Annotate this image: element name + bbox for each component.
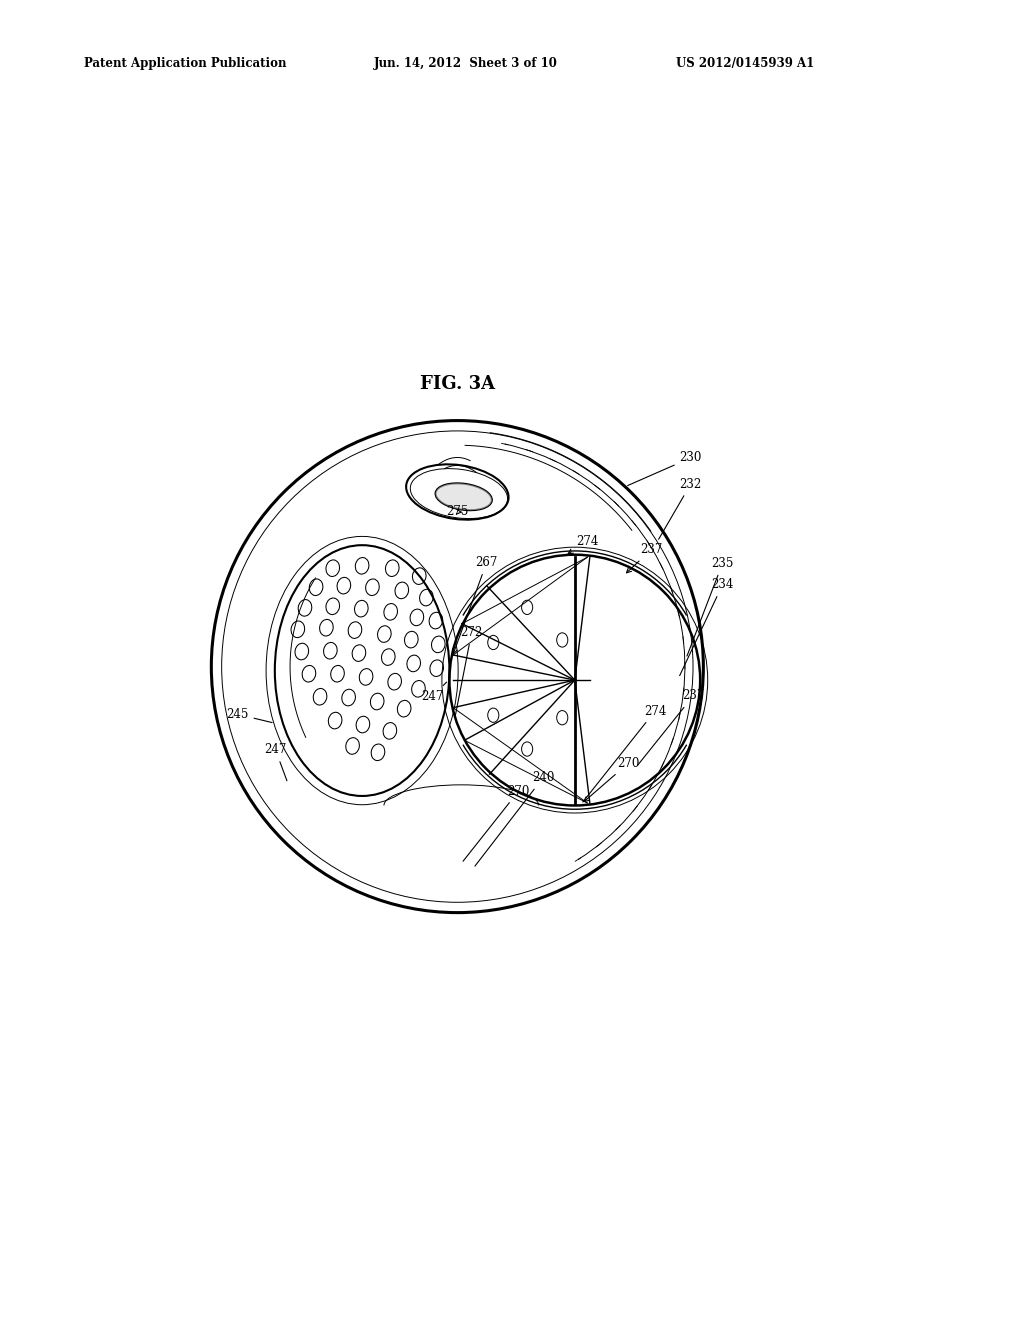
Text: 275: 275 — [446, 506, 469, 519]
Text: 274: 274 — [568, 535, 599, 554]
Text: 240: 240 — [475, 771, 554, 866]
Text: US 2012/0145939 A1: US 2012/0145939 A1 — [676, 57, 814, 70]
Text: 234: 234 — [680, 578, 733, 676]
Text: 235: 235 — [687, 557, 733, 656]
Text: Patent Application Publication: Patent Application Publication — [84, 57, 287, 70]
Text: 245: 245 — [226, 708, 272, 722]
Text: 270: 270 — [584, 756, 639, 801]
Text: 247: 247 — [264, 743, 287, 781]
Text: 230: 230 — [628, 451, 701, 486]
Text: 247: 247 — [421, 682, 446, 704]
Text: 267: 267 — [453, 556, 498, 653]
Text: FIG. 3A: FIG. 3A — [420, 375, 495, 393]
Text: 274: 274 — [583, 705, 667, 803]
Text: Jun. 14, 2012  Sheet 3 of 10: Jun. 14, 2012 Sheet 3 of 10 — [374, 57, 558, 70]
Text: 237: 237 — [627, 544, 663, 573]
Ellipse shape — [435, 483, 492, 511]
Text: 237: 237 — [638, 689, 705, 766]
Text: 232: 232 — [658, 478, 701, 540]
Text: 272: 272 — [455, 626, 482, 718]
Text: 270: 270 — [463, 784, 529, 861]
